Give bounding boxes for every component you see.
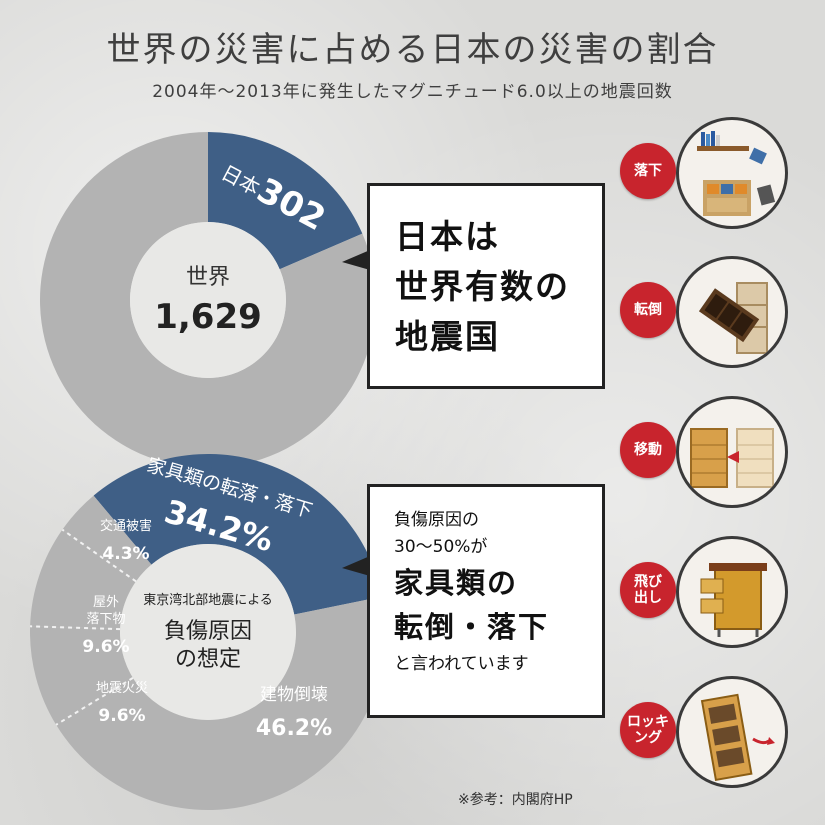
donut2-slice-4-label: 交通被害 [100,518,152,534]
donut2-slice-4-value: 4.3% [102,544,149,564]
callout-top-line-1: 日本は [395,217,500,256]
moving-chest-icon [676,396,788,508]
donut2-slice-1-value: 46.2% [256,716,332,741]
callout-bottom-tail: と言われています [394,654,529,674]
donut2-slice-0 [93,454,383,615]
badge-rocking-label: ロッキ ング [627,714,669,746]
badge-falling: 落下 [620,143,676,199]
donut2-slice-3-label-1: 屋外 [93,595,119,610]
source-note: ※参考：内閣府HP [458,792,573,808]
rocking-furniture-icon [676,676,788,788]
donut2-separator-3 [30,625,121,631]
donut2-center-line-2: 負傷原因 [164,619,252,644]
callout-top-pointer [342,250,370,270]
donut1-slice-1 [40,132,377,469]
donut1-center-value: 1,629 [154,297,262,337]
page-title: 世界の災害に占める日本の災害の割合 [106,30,719,70]
donut2-slice-1 [56,596,386,810]
badge-sliding-out-label: 飛び 出し [634,574,662,606]
badge-toppling: 転倒 [620,282,676,338]
donut2-slice-4 [62,495,152,582]
drawers-sliding-out-icon [676,536,788,648]
callout-bottom-big-2: 転倒・落下 [394,610,550,644]
donut2-slice-1-label: 建物倒壊 [260,685,328,705]
callout-bottom-line-2: 30〜50%が [394,537,488,557]
donut-chart-injury-causes: 東京湾北部地震による負傷原因の想定家具類の転落・落下34.2%建物倒壊46.2%… [29,454,386,810]
donut2-separator-4 [61,528,137,583]
badge-sliding-out: 飛び 出し [620,562,676,618]
donut2-slice-2 [29,626,133,725]
callout-bottom-line-1: 負傷原因の [394,510,479,530]
donut2-slice-3-value: 9.6% [82,637,129,657]
donut1-slice-0 [208,132,363,270]
badge-moving: 移動 [620,422,676,478]
donut2-hole [120,544,296,720]
donut2-center-line-1: 東京湾北部地震による [143,592,273,608]
toppling-shelf-icon [676,256,788,368]
donut2-slice-3 [30,529,137,630]
falling-items-icon [676,117,788,229]
donut2-separator-2 [55,677,134,726]
callout-bottom: 負傷原因の 30〜50%が 家具類の 転倒・落下 と言われています [367,484,605,718]
page-subtitle: 2004年〜2013年に発生したマグニチュード6.0以上の地震回数 [152,82,673,102]
donut1-hole [130,222,286,378]
callout-top: 日本は 世界有数の 地震国 [367,183,605,389]
callout-bottom-pointer [342,556,370,576]
callout-top-line-3: 地震国 [395,317,500,356]
callout-top-line-2: 世界有数の [395,267,570,306]
donut2-slice-2-value: 9.6% [98,706,145,726]
donut2-slice-2-label: 地震火災 [96,681,148,696]
donut2-slice-3-label-2: 落下物 [86,612,125,627]
callout-bottom-big-1: 家具類の [394,566,519,600]
donut1-center-label: 世界 [186,265,230,290]
badge-rocking: ロッキ ング [620,702,676,758]
donut2-center-line-3: の想定 [175,647,241,672]
